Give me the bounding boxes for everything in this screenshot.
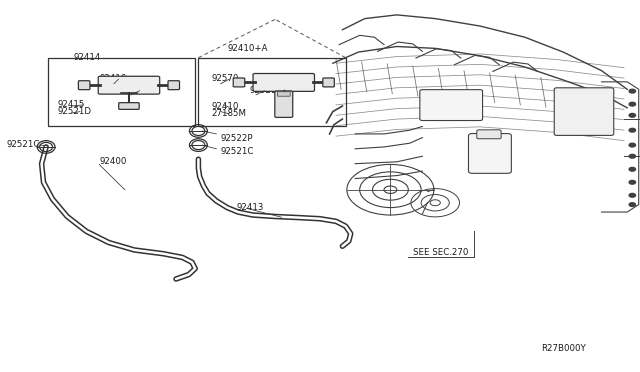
FancyBboxPatch shape [477,130,501,139]
Text: 92521C: 92521C [221,147,254,155]
Text: 92410+A: 92410+A [227,44,268,53]
Text: 92521C: 92521C [250,86,283,94]
Text: 92570: 92570 [211,74,239,83]
Text: 92522P: 92522P [221,134,253,143]
Circle shape [629,154,636,158]
FancyBboxPatch shape [168,81,179,90]
Circle shape [629,167,636,171]
Text: 92521C: 92521C [6,140,40,149]
Circle shape [629,113,636,117]
FancyBboxPatch shape [554,88,614,135]
Circle shape [629,193,636,197]
FancyBboxPatch shape [119,103,140,109]
FancyBboxPatch shape [275,91,292,118]
Text: 92410: 92410 [99,74,127,83]
Text: 92415: 92415 [58,100,85,109]
FancyBboxPatch shape [253,74,314,92]
Text: 92410: 92410 [211,102,239,111]
Circle shape [629,102,636,106]
Circle shape [629,180,636,184]
Text: 92413: 92413 [237,203,264,212]
FancyBboxPatch shape [323,78,334,87]
Bar [48,58,195,126]
Text: 27185M: 27185M [211,109,246,118]
FancyBboxPatch shape [233,78,244,87]
Circle shape [629,128,636,132]
Bar [198,58,346,126]
Text: 92521D: 92521D [58,107,92,116]
FancyBboxPatch shape [468,134,511,173]
FancyBboxPatch shape [420,90,483,121]
Circle shape [629,203,636,206]
Text: R27B000Y: R27B000Y [541,344,586,353]
FancyBboxPatch shape [99,76,160,94]
Text: 92400: 92400 [99,157,127,166]
Circle shape [629,143,636,147]
Text: 92521C: 92521C [125,86,158,94]
Circle shape [629,89,636,93]
Text: SEE SEC.270: SEE SEC.270 [413,248,468,257]
Text: 92414: 92414 [74,53,101,62]
FancyBboxPatch shape [79,81,90,90]
FancyBboxPatch shape [277,92,290,96]
